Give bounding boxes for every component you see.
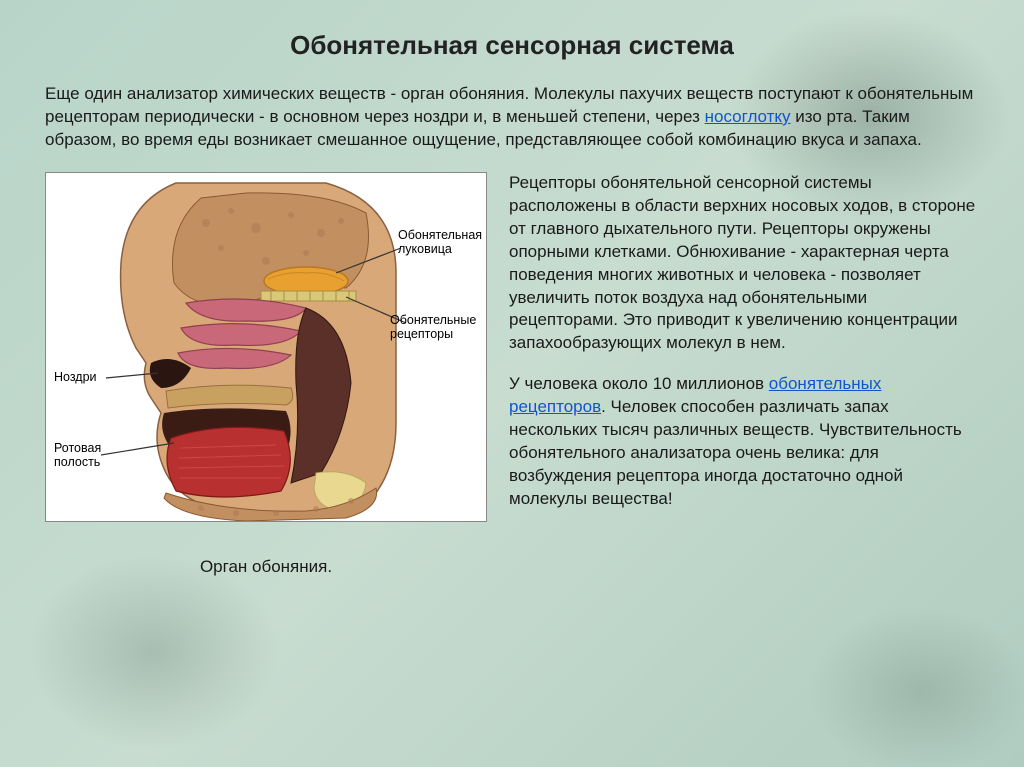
label-olfactory-receptors: Обонятельныерецепторы	[390, 313, 480, 342]
para2-pre: У человека около 10 миллионов	[509, 374, 769, 393]
label-oral-cavity: Ротоваяполость	[54, 441, 109, 470]
label-nostrils: Ноздри	[54, 370, 97, 384]
paragraph-sensitivity: У человека около 10 миллионов обонятельн…	[509, 373, 979, 511]
nasal-cavity-svg	[46, 173, 486, 522]
intro-paragraph: Еще один анализатор химических веществ -…	[45, 83, 979, 152]
main-two-column: Обонятельнаялуковица Обонятельныерецепто…	[45, 172, 979, 577]
paragraph-receptors: Рецепторы обонятельной сенсорной системы…	[509, 172, 979, 356]
diagram-caption: Орган обоняния.	[45, 557, 487, 577]
label-olfactory-bulb: Обонятельнаялуковица	[398, 228, 480, 257]
link-nasopharynx[interactable]: носоглотку	[705, 107, 791, 126]
left-column: Обонятельнаялуковица Обонятельныерецепто…	[45, 172, 487, 577]
anatomy-diagram: Обонятельнаялуковица Обонятельныерецепто…	[45, 172, 487, 522]
slide-content: Обонятельная сенсорная система Еще один …	[45, 30, 979, 577]
page-title: Обонятельная сенсорная система	[45, 30, 979, 61]
right-column: Рецепторы обонятельной сенсорной системы…	[509, 172, 979, 529]
